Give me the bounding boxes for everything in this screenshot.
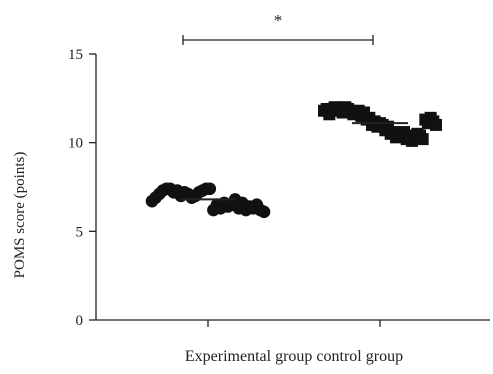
y-tick-label-1: 5 xyxy=(76,224,84,240)
y-axis-title: POMS score (points) xyxy=(12,152,28,279)
significance-bracket: * xyxy=(182,11,374,45)
control-point xyxy=(430,118,442,131)
y-tick-label-3: 15 xyxy=(68,47,83,63)
y-tick-label-0: 0 xyxy=(76,313,84,329)
control-point xyxy=(416,133,429,146)
mean-lines xyxy=(180,122,408,201)
x-axis xyxy=(96,319,490,327)
data-points xyxy=(145,101,442,219)
x-axis-caption: Experimental group control group xyxy=(185,348,403,365)
significance-star: * xyxy=(274,11,283,30)
experimental-point xyxy=(257,205,271,219)
y-tick-label-2: 10 xyxy=(68,136,83,152)
experimental-point xyxy=(203,182,217,196)
y-axis: 0 5 10 15 xyxy=(68,47,97,329)
